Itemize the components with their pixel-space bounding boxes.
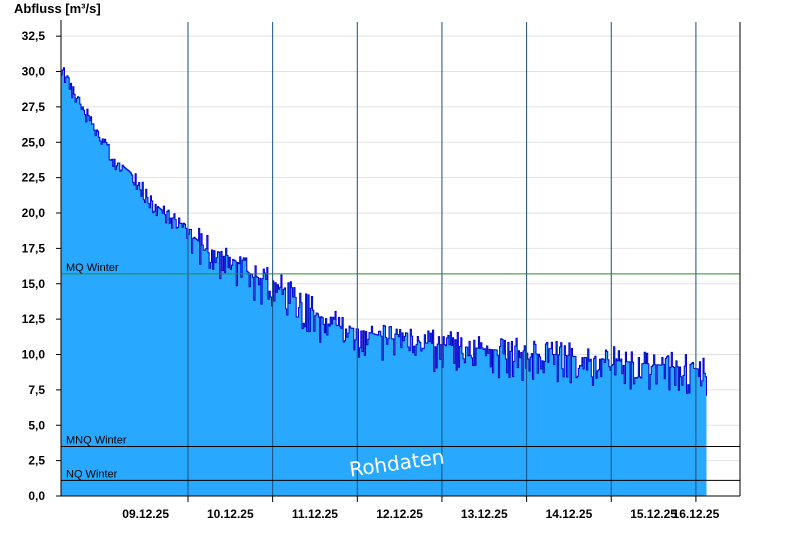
y-tick-label: 20,0 (22, 206, 46, 220)
x-tick-label: 13.12.25 (461, 507, 508, 521)
y-tick-label: 12,5 (22, 312, 46, 326)
y-axis-title: Abfluss [m³/s] (14, 1, 101, 16)
ref-label-mq-winter: MQ Winter (66, 262, 119, 274)
discharge-line (61, 67, 707, 396)
x-tick-label: 09.12.25 (122, 507, 169, 521)
y-tick-label: 32,5 (22, 29, 46, 43)
y-tick-label: 17,5 (22, 241, 46, 255)
reference-lines: MQ Winter MNQ Winter NQ Winter (61, 262, 740, 481)
y-tick-label: 2,5 (28, 454, 45, 468)
x-tick-label: 14.12.25 (546, 507, 593, 521)
x-tick-label: 16.12.25 (673, 507, 720, 521)
ref-label-mnq-winter: MNQ Winter (66, 434, 127, 446)
y-tick-label: 7,5 (28, 383, 45, 397)
x-tick-label: 12.12.25 (376, 507, 423, 521)
y-tick-label: 30,0 (22, 65, 46, 79)
day-lines (187, 22, 697, 496)
axes: 0,0 2,5 5,0 7,5 10,0 12,5 15,0 17,5 20,0 22,5 25,0… (22, 20, 741, 521)
discharge-area (61, 67, 707, 496)
y-tick-label: 10,0 (22, 348, 46, 362)
ref-label-nq-winter: NQ Winter (66, 468, 118, 480)
y-tick-label: 27,5 (22, 100, 46, 114)
series-area (61, 67, 707, 496)
y-tick-label: 5,0 (28, 418, 45, 432)
y-tick-label: 0,0 (28, 489, 45, 503)
y-tick-label: 15,0 (22, 277, 46, 291)
x-tick-label: 10.12.25 (207, 507, 254, 521)
x-tick-label: 15.12.25 (630, 507, 677, 521)
x-tick-label: 11.12.25 (292, 507, 338, 521)
y-tick-label: 25,0 (22, 135, 46, 149)
y-tick-label: 22,5 (22, 171, 46, 185)
